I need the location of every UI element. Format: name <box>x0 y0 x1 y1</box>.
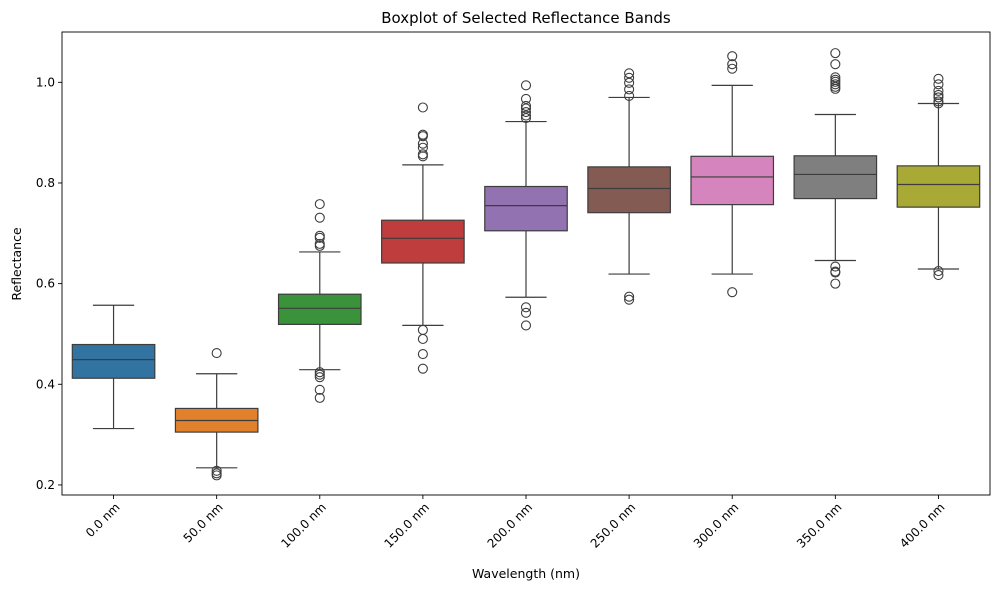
outlier-point <box>624 294 635 305</box>
outlier-point <box>624 68 635 79</box>
outlier-point <box>727 63 738 74</box>
outlier-point <box>314 384 325 395</box>
x-tick-label: 100.0 nm <box>278 500 329 551</box>
outlier-point <box>314 369 325 380</box>
outlier-point <box>933 270 944 281</box>
outlier-point <box>830 72 841 83</box>
iqr-box <box>690 155 775 206</box>
outlier-point <box>520 113 532 124</box>
box-group-6 <box>690 51 775 298</box>
iqr-box <box>484 185 568 232</box>
outlier-point <box>830 83 841 94</box>
outlier-point <box>624 77 635 88</box>
outlier-point <box>830 79 841 90</box>
outlier-point <box>314 372 325 383</box>
outlier-point <box>830 278 841 289</box>
x-tick-label: 150.0 nm <box>381 500 432 551</box>
outlier-point <box>624 291 635 302</box>
box-group-1 <box>174 348 259 481</box>
iqr-box <box>793 155 878 200</box>
y-axis: 0.2 0.4 0.6 0.8 1.0 <box>36 75 62 492</box>
box-group-7 <box>793 48 878 289</box>
iqr-box <box>277 293 362 325</box>
y-tick-label: 0.2 <box>36 478 55 492</box>
y-tick-label: 0.6 <box>36 277 55 291</box>
outlier-point <box>624 90 635 101</box>
x-tick-label: 200.0 nm <box>485 500 536 551</box>
outlier-point <box>933 265 944 277</box>
outlier-point <box>830 76 841 87</box>
outlier-point <box>520 110 532 121</box>
outlier-point <box>624 72 635 83</box>
x-tick-label: 250.0 nm <box>588 500 639 551</box>
outlier-point <box>417 149 428 160</box>
outlier-point <box>520 106 532 118</box>
outlier-point <box>314 232 325 243</box>
iqr-box <box>896 165 981 208</box>
x-axis-label: Wavelength (nm) <box>472 566 580 581</box>
y-tick-label: 0.4 <box>36 377 55 391</box>
outlier-point <box>520 307 532 318</box>
box-group-2 <box>277 199 362 403</box>
box-group-3 <box>381 102 465 374</box>
box-group-4 <box>484 80 568 331</box>
outlier-point <box>830 48 841 59</box>
outlier-point <box>417 138 428 149</box>
x-axis: 0.0 nm 50.0 nm 100.0 nm 150.0 nm 200.0 nm 250… <box>83 495 948 551</box>
chart-title: Boxplot of Selected Reflectance Bands <box>381 9 671 27</box>
outlier-point <box>520 103 532 114</box>
outlier-point <box>933 79 944 90</box>
x-tick-label: 400.0 nm <box>897 500 948 551</box>
plot-area <box>71 48 981 481</box>
outlier-point <box>933 73 944 84</box>
outlier-point <box>417 333 428 345</box>
outlier-point <box>624 84 635 95</box>
box-group-8 <box>896 73 981 281</box>
outlier-point <box>417 363 428 374</box>
outlier-point <box>520 320 532 331</box>
x-tick-label: 50.0 nm <box>181 500 226 545</box>
x-tick-label: 300.0 nm <box>691 500 742 551</box>
outlier-point <box>830 59 841 70</box>
outlier-point <box>417 324 428 335</box>
outlier-point <box>520 93 532 104</box>
outlier-point <box>417 151 428 162</box>
outlier-point <box>520 100 532 112</box>
outlier-point <box>211 465 222 476</box>
outlier-point <box>417 102 428 113</box>
outlier-point <box>830 261 841 272</box>
outlier-point <box>727 287 738 298</box>
outlier-point <box>830 267 841 278</box>
box-group-5 <box>587 68 671 305</box>
iqr-box <box>381 219 465 264</box>
outlier-point <box>933 92 944 103</box>
outlier-point <box>314 199 325 210</box>
outlier-point <box>417 349 428 360</box>
y-tick-label: 1.0 <box>36 75 55 89</box>
outlier-point <box>933 85 944 96</box>
outlier-point <box>314 367 325 378</box>
outlier-point <box>520 80 532 91</box>
outlier-point <box>417 131 428 142</box>
x-tick-label: 350.0 nm <box>794 500 845 551</box>
y-tick-label: 0.8 <box>36 176 55 190</box>
outlier-point <box>727 59 738 70</box>
x-tick-label: 0.0 nm <box>83 500 123 540</box>
box-group-0 <box>71 304 156 430</box>
iqr-box <box>587 166 671 214</box>
outlier-point <box>727 51 738 62</box>
iqr-box <box>71 343 156 379</box>
outlier-point <box>933 98 944 109</box>
outlier-point <box>211 470 222 481</box>
outlier-point <box>211 348 222 359</box>
y-axis-label: Reflectance <box>9 227 24 301</box>
outlier-point <box>314 392 325 403</box>
outlier-point <box>520 302 532 313</box>
outlier-point <box>314 212 325 223</box>
outlier-point <box>314 240 325 251</box>
